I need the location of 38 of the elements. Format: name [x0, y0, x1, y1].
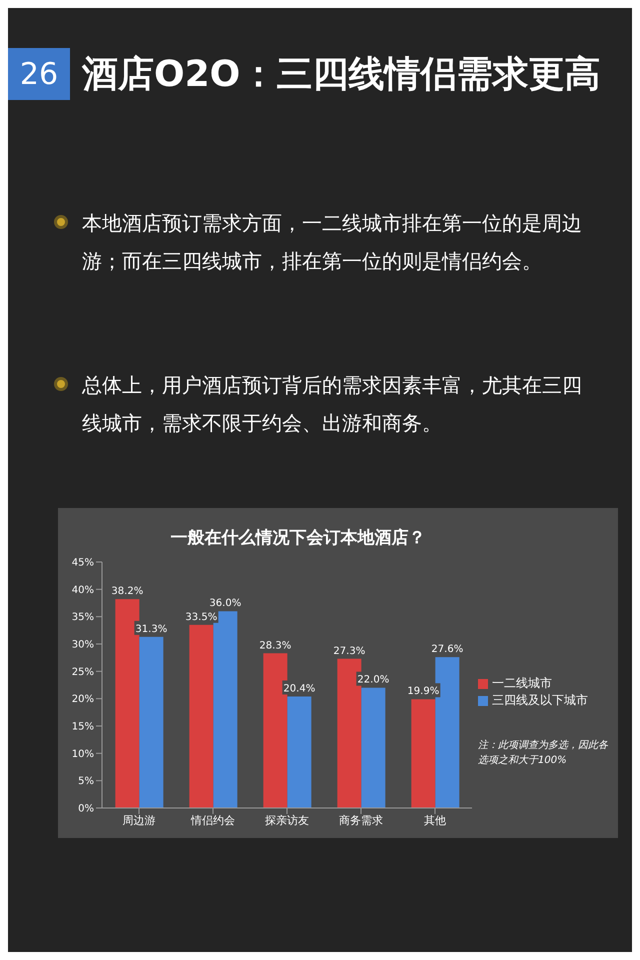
- x-tick-label: 情侣约会: [190, 814, 235, 827]
- y-tick-label: 20%: [72, 694, 94, 706]
- text: 本地酒店预订需求方面，一二线城市排在第一位的是周边游；而在三四线城市，排在第一位的则是情侣约会。: [82, 210, 583, 275]
- data-label: 36.0%: [209, 598, 242, 610]
- x-tick-label: 其他: [424, 814, 446, 827]
- y-tick-label: 30%: [72, 640, 94, 651]
- data-label: 19.9%: [407, 686, 440, 698]
- x-tick-label: 探亲访友: [265, 814, 309, 827]
- y-tick-label: 15%: [72, 722, 94, 733]
- text: 注：此项调查为多选，因此各选项之和大于100%: [478, 738, 608, 768]
- chart-title: 一般在什么情况下会订本地酒店？: [170, 527, 426, 549]
- bar: [361, 688, 386, 808]
- y-tick-label: 25%: [72, 666, 94, 678]
- text: 26: [8, 48, 70, 100]
- x-tick-label: 商务需求: [339, 814, 383, 827]
- bar: [287, 696, 312, 808]
- data-label: 27.6%: [431, 644, 464, 656]
- x-tick-label: 周边游: [122, 814, 156, 827]
- data-label: 28.3%: [259, 640, 292, 652]
- legend-label: 三四线及以下城市: [492, 693, 588, 707]
- data-label: 27.3%: [333, 646, 366, 657]
- data-label: 31.3%: [135, 624, 168, 635]
- data-label: 20.4%: [283, 683, 316, 694]
- y-tick-label: 10%: [72, 748, 94, 760]
- y-tick-label: 35%: [72, 612, 94, 624]
- data-label: 22.0%: [357, 674, 390, 686]
- bar: [189, 624, 214, 808]
- bar: [139, 636, 164, 808]
- y-tick-label: 5%: [78, 776, 94, 788]
- data-label: 38.2%: [111, 586, 144, 598]
- y-tick-label: 40%: [72, 584, 94, 596]
- text: 酒店O2O：三四线情侣需求更高: [82, 53, 602, 97]
- y-tick-label: 0%: [78, 804, 94, 815]
- legend-label: 一二线城市: [492, 676, 552, 690]
- bar: [411, 699, 436, 808]
- text: 总体上，用户酒店预订背后的需求因素丰富，尤其在三四线城市，需求不限于约会、出游和商务。: [82, 372, 583, 437]
- y-tick-label: 45%: [72, 558, 94, 569]
- data-label: 33.5%: [185, 612, 218, 623]
